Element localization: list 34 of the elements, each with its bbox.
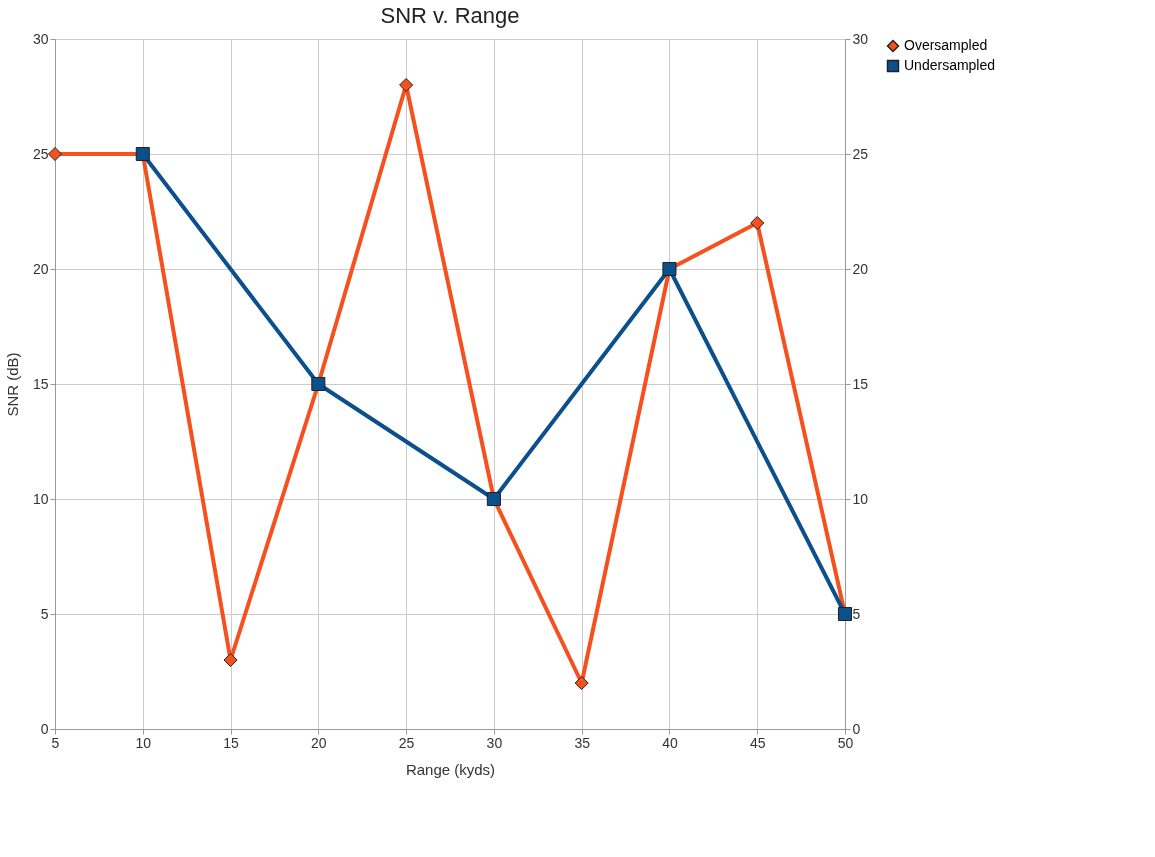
point	[574, 675, 589, 691]
legend-label: Oversampled	[904, 37, 988, 53]
x-axis-title: Range (kyds)	[405, 760, 496, 778]
x-tick-label: 35	[574, 734, 591, 751]
legend-label: Undersampled	[904, 57, 996, 73]
y-tick-label: 25	[32, 145, 49, 162]
x-tick-label: 10	[135, 734, 152, 751]
y-tick-label: 30	[32, 30, 49, 47]
x-tick-label: 15	[223, 734, 240, 751]
x-tick-label: 50	[837, 734, 854, 751]
y2-tick-label: 15	[852, 375, 869, 392]
point	[223, 652, 238, 668]
x-tick-label: 40	[662, 734, 678, 751]
x-tick-label: 45	[749, 734, 766, 751]
point	[750, 215, 765, 231]
y2-tick-label: 0	[852, 720, 861, 737]
x-tick-label: 20	[311, 734, 327, 751]
chart-title: SNR v. Range	[380, 3, 520, 28]
y-tick-label: 5	[40, 605, 49, 622]
y-tick-label: 15	[32, 375, 49, 392]
y2-tick-label: 30	[852, 30, 869, 47]
point	[47, 146, 63, 162]
point	[399, 77, 414, 93]
x-tick-label: 25	[398, 734, 415, 751]
y-tick-label: 10	[32, 490, 49, 507]
y2-tick-label: 5	[852, 605, 861, 622]
y2-tick-label: 10	[852, 490, 869, 507]
y2-tick-label: 25	[852, 145, 869, 162]
y2-tick-label: 20	[852, 260, 869, 277]
x-tick-label: 5	[51, 734, 60, 751]
y-tick-label: 0	[40, 720, 49, 737]
y-tick-label: 20	[32, 260, 49, 277]
x-tick-label: 30	[486, 734, 503, 751]
y-axis-title: SNR (dB)	[3, 352, 21, 417]
